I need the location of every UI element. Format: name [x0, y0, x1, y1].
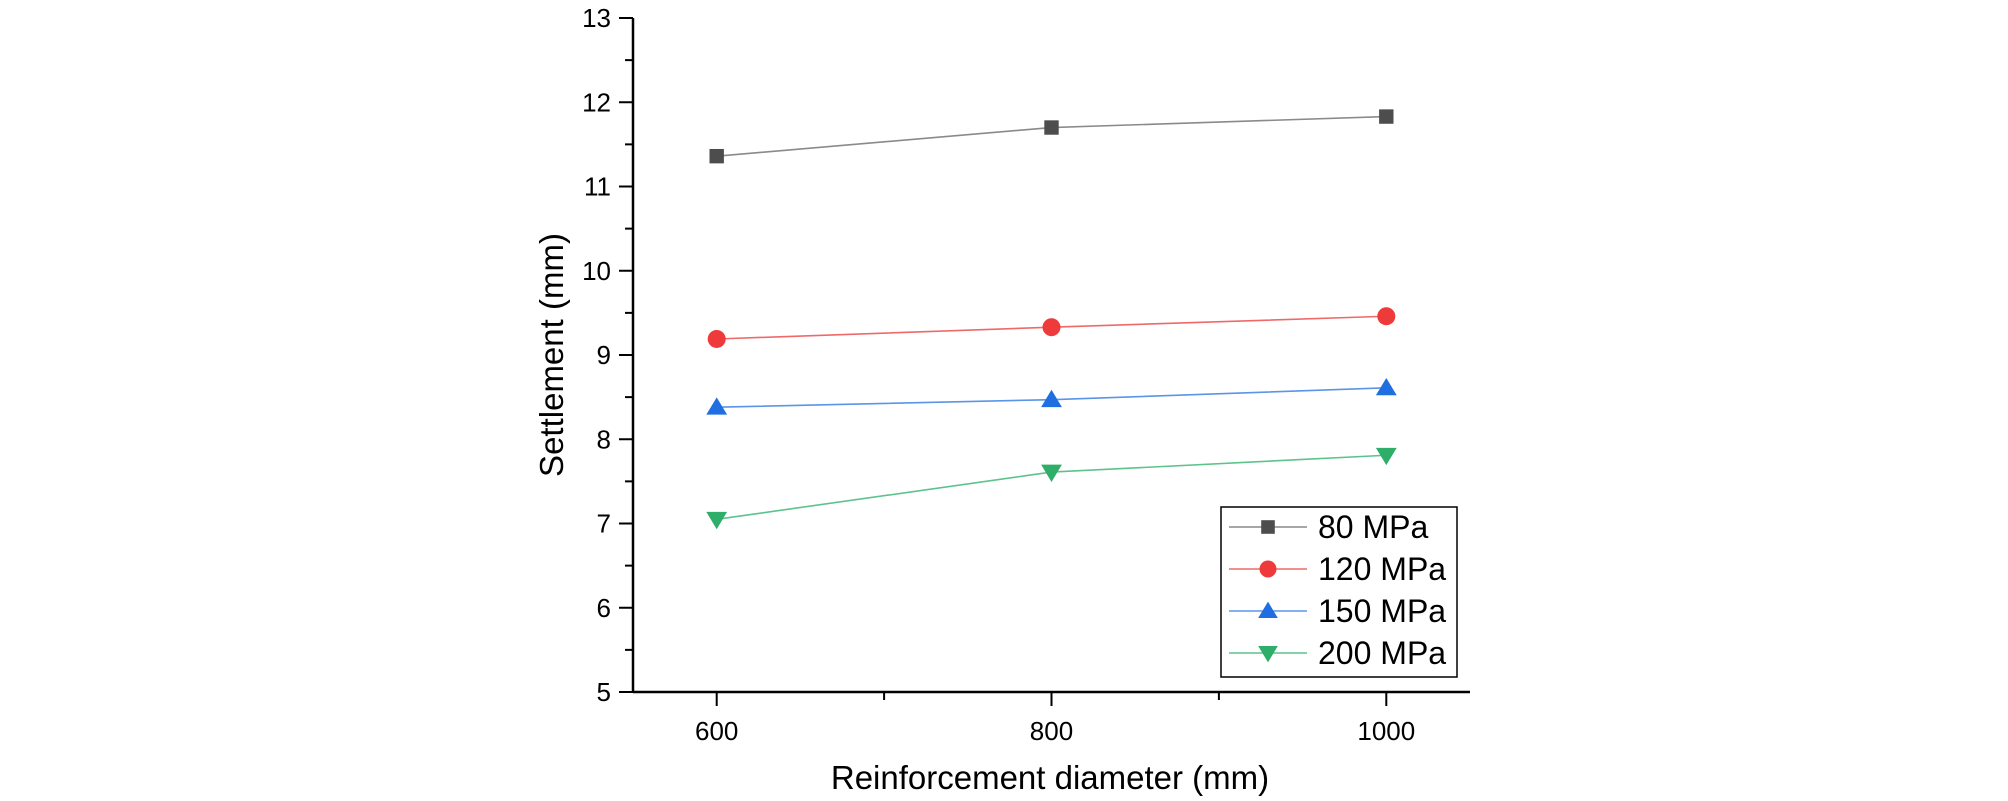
data-point: [1375, 377, 1397, 396]
legend-label: 120 MPa: [1318, 551, 1446, 587]
y-axis-title: Settlement (mm): [533, 233, 570, 477]
data-point: [1379, 109, 1394, 124]
y-tick-label: 11: [584, 172, 611, 202]
legend-marker: [1258, 645, 1278, 663]
y-tick-label: 13: [582, 3, 611, 33]
x-tick-label: 1000: [1357, 716, 1415, 746]
axes: 5 6 7 8 9 10 11 12 13 600 800 1000: [582, 3, 1470, 746]
data-point: [709, 148, 724, 164]
legend-label: 150 MPa: [1318, 593, 1446, 629]
y-tick-label: 12: [582, 87, 611, 117]
data-point: [706, 511, 728, 530]
legend-marker: [1258, 601, 1278, 619]
y-tick-label: 10: [582, 256, 611, 286]
y-tick-label: 5: [597, 677, 611, 707]
x-tick-label: 600: [695, 716, 738, 746]
x-axis-title: Reinforcement diameter (mm): [831, 759, 1269, 796]
data-point: [1044, 120, 1059, 135]
legend-label: 200 MPa: [1318, 635, 1446, 671]
data-point: [706, 397, 728, 415]
data-point: [1041, 389, 1062, 408]
data-point: [1375, 447, 1397, 466]
data-point: [707, 329, 726, 348]
y-tick-label: 8: [597, 424, 611, 454]
legend-marker: [1259, 560, 1277, 578]
plot-lines: [716, 115, 1387, 521]
legend-label: 80 MPa: [1318, 509, 1428, 545]
plot-markers: [706, 109, 1397, 530]
y-tick-label: 6: [597, 593, 611, 623]
data-point: [1041, 464, 1062, 483]
legend: 80 MPa 120 MPa 150 MPa 200 MPa: [1220, 506, 1458, 678]
data-point: [1377, 307, 1396, 326]
legend-marker: [1261, 520, 1275, 534]
y-tick-label: 7: [597, 509, 611, 539]
data-point: [1042, 318, 1061, 337]
y-tick-label: 9: [597, 340, 611, 370]
x-tick-label: 800: [1030, 716, 1073, 746]
